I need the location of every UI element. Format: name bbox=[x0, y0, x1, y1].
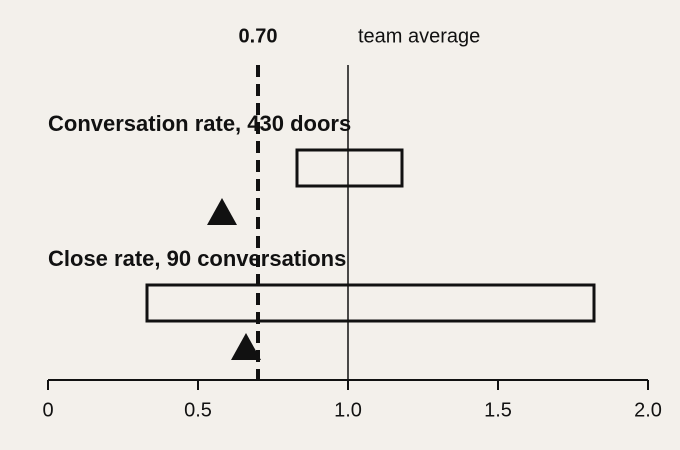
x-tick-label: 0 bbox=[42, 399, 53, 421]
x-tick-label: 1.0 bbox=[334, 399, 362, 421]
row-label: Close rate, 90 conversations bbox=[48, 246, 346, 271]
estimate-marker bbox=[207, 198, 237, 225]
estimate-marker bbox=[231, 333, 261, 360]
x-tick-label: 1.5 bbox=[484, 399, 512, 421]
x-tick-label: 0.5 bbox=[184, 399, 212, 421]
reference-label: 0.70 bbox=[239, 25, 278, 47]
row-label: Conversation rate, 430 doors bbox=[48, 111, 351, 136]
interval-box bbox=[145, 283, 596, 323]
x-tick-label: 2.0 bbox=[634, 399, 662, 421]
reference-label: team average bbox=[358, 25, 480, 47]
interval-box bbox=[295, 148, 404, 188]
